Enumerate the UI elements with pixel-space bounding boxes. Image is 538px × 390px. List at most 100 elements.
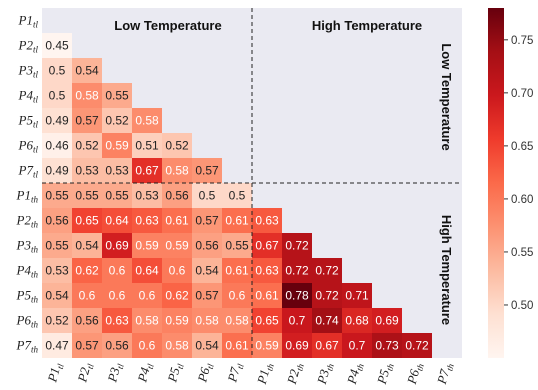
row-label: P5th (16, 288, 39, 305)
cell-value-label: 0.63 (105, 314, 129, 328)
cell-value-label: 0.56 (195, 239, 219, 253)
cell-value-label: 0.6 (109, 289, 126, 303)
cell-value-label: 0.58 (225, 314, 249, 328)
cell-value-label: 0.52 (75, 139, 99, 153)
cell-value-label: 0.6 (139, 339, 156, 353)
heatmap-cell (42, 233, 72, 258)
heatmap-cell (102, 208, 132, 233)
cell-value-label: 0.59 (165, 239, 189, 253)
heatmap-cell (222, 333, 252, 358)
heatmap-cell (192, 333, 222, 358)
heatmap-cell (252, 208, 282, 233)
heatmap-cell (222, 308, 252, 333)
heatmap-cell (132, 283, 162, 308)
cell-value-label: 0.61 (225, 264, 249, 278)
heatmap-cell (42, 133, 72, 158)
cell-value-label: 0.56 (105, 339, 129, 353)
group-label-right-bottom: High Temperature (439, 215, 454, 325)
heatmap-cell (42, 283, 72, 308)
heatmap-cell (312, 308, 342, 333)
cell-value-label: 0.55 (45, 189, 69, 203)
heatmap-cell (282, 333, 312, 358)
heatmap-cell (252, 258, 282, 283)
heatmap-cell (222, 183, 252, 208)
heatmap-cell (282, 233, 312, 258)
colorbar (488, 8, 504, 358)
cell-value-label: 0.53 (45, 264, 69, 278)
cell-value-label: 0.65 (75, 214, 99, 228)
cell-value-label: 0.72 (285, 239, 309, 253)
column-label: P4th (344, 360, 366, 387)
cell-value-label: 0.53 (135, 189, 159, 203)
heatmap-cell (162, 333, 192, 358)
cell-value-label: 0.74 (315, 314, 339, 328)
heatmap-cell (102, 233, 132, 258)
cell-value-label: 0.65 (255, 314, 279, 328)
cell-value-label: 0.54 (75, 64, 99, 78)
cell-value-label: 0.55 (75, 189, 99, 203)
heatmap-cell (132, 208, 162, 233)
cell-value-label: 0.64 (135, 264, 159, 278)
heatmap-cell (102, 108, 132, 133)
cell-value-label: 0.5 (229, 189, 246, 203)
cell-value-label: 0.58 (135, 314, 159, 328)
row-label: P4tl (18, 88, 39, 105)
heatmap-cell (72, 158, 102, 183)
cell-value-label: 0.56 (165, 189, 189, 203)
heatmap-cell (42, 108, 72, 133)
heatmap-cell (192, 283, 222, 308)
colorbar-tick-label: 0.60 (511, 194, 533, 206)
heatmap-cells (42, 33, 432, 358)
heatmap-cell (102, 83, 132, 108)
heatmap-cell (72, 333, 102, 358)
cell-value-label: 0.6 (79, 289, 96, 303)
heatmap-cell (132, 158, 162, 183)
heatmap-cell (102, 333, 132, 358)
cell-value-label: 0.5 (49, 89, 66, 103)
group-label-top-right: High Temperature (312, 18, 422, 33)
cell-value-label: 0.56 (45, 214, 69, 228)
colorbar-ticks: 0.50 0.55 0.60 0.65 0.70 0.75 (504, 35, 533, 312)
heatmap-cell (252, 308, 282, 333)
heatmap-cell (312, 333, 342, 358)
heatmap-cell (132, 108, 162, 133)
row-label: P6th (16, 313, 39, 330)
heatmap-cell (282, 308, 312, 333)
cell-value-label: 0.54 (195, 339, 219, 353)
heatmap-cell (42, 308, 72, 333)
heatmap-cell (192, 158, 222, 183)
heatmap-cell (42, 158, 72, 183)
column-label: P3tl (104, 360, 126, 385)
heatmap-cell (72, 233, 102, 258)
colorbar-tick-label: 0.75 (511, 35, 533, 47)
heatmap-cell (42, 258, 72, 283)
heatmap-cell (192, 183, 222, 208)
cell-value-label: 0.55 (45, 239, 69, 253)
cell-value-label: 0.54 (45, 289, 69, 303)
cell-value-label: 0.54 (75, 239, 99, 253)
row-label: P1tl (18, 13, 39, 30)
row-label: P3th (16, 238, 39, 255)
column-label: P3th (314, 360, 336, 387)
row-label: P5tl (18, 113, 39, 130)
column-labels: P1tl P2tl P3tl P4tl P5tl P6tl P7tl P1th P2th P3th… (44, 360, 456, 387)
heatmap-cell (42, 208, 72, 233)
cell-value-label: 0.67 (255, 239, 279, 253)
cell-value-label: 0.72 (285, 264, 309, 278)
heatmap-cell-labels: 0.45 0.5 0.54 0.5 0.58 0.55 0.49 0.57 0.52 0.58 0.… (45, 39, 429, 353)
cell-value-label: 0.62 (75, 264, 99, 278)
group-label-top-left: Low Temperature (114, 18, 221, 33)
heatmap-cell (102, 283, 132, 308)
row-label: P1th (16, 188, 39, 205)
heatmap-cell (72, 258, 102, 283)
cell-value-label: 0.58 (165, 339, 189, 353)
cell-value-label: 0.58 (195, 314, 219, 328)
colorbar-tick-label: 0.55 (511, 247, 533, 259)
heatmap-cell (72, 208, 102, 233)
heatmap-cell (42, 58, 72, 83)
heatmap-cell (72, 308, 102, 333)
heatmap-cell (132, 183, 162, 208)
cell-value-label: 0.63 (135, 214, 159, 228)
heatmap-cell (162, 158, 192, 183)
